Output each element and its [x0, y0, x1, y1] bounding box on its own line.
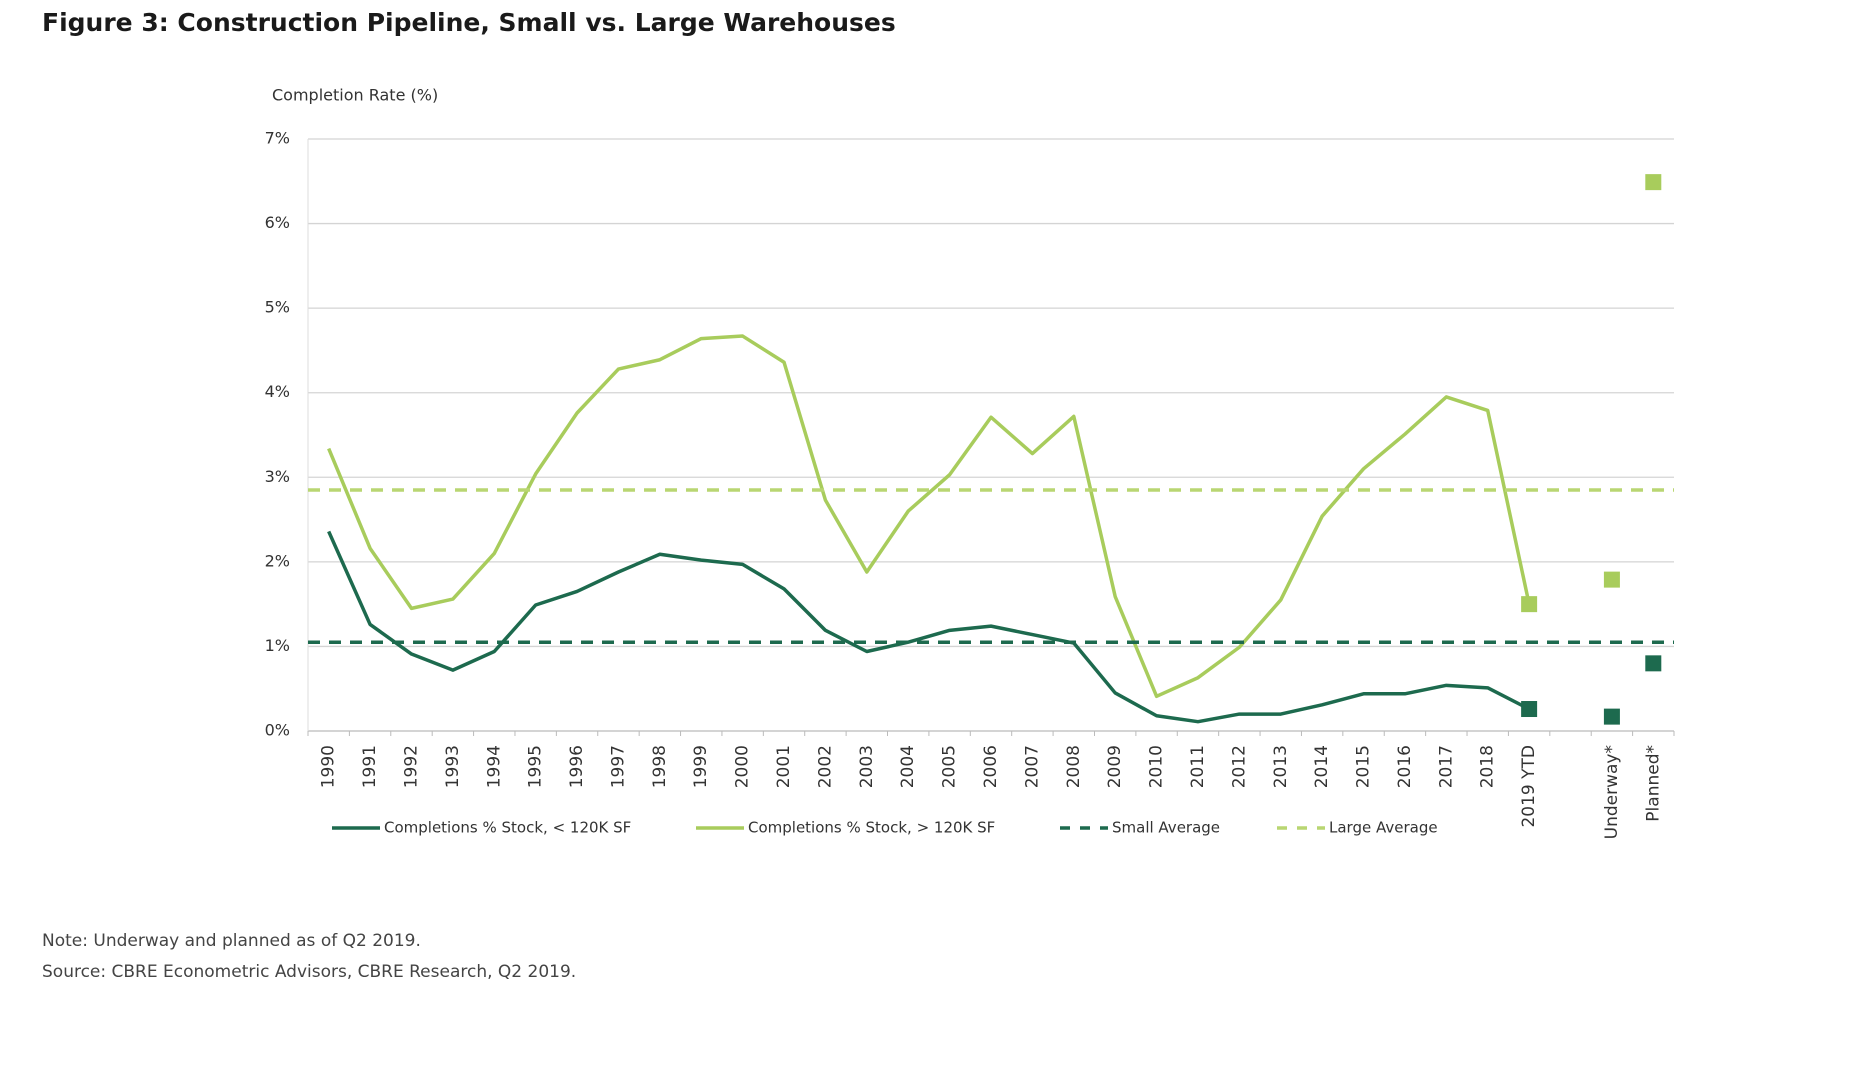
x-tick-label: 2001 — [774, 745, 794, 788]
x-tick-label: Planned* — [1643, 745, 1663, 822]
x-tick-label: 2017 — [1436, 745, 1456, 788]
x-tick-label: 2004 — [898, 745, 918, 788]
x-tick-label: 1990 — [319, 745, 339, 788]
x-tick-label: 1999 — [691, 745, 711, 788]
x-tick-label: 2009 — [1105, 745, 1125, 788]
x-tick-label: 2019 YTD — [1519, 745, 1539, 828]
x-tick-label: 2018 — [1478, 745, 1498, 788]
x-tick-label: 1998 — [650, 745, 670, 788]
square-marker — [1603, 571, 1620, 588]
x-tick-label: 2000 — [733, 745, 753, 788]
y-tick-label: 2% — [265, 551, 290, 570]
x-tick-label: Underway* — [1602, 745, 1622, 839]
x-tick-label: 2013 — [1271, 745, 1291, 788]
series-line — [327, 334, 1531, 699]
note: Source: CBRE Econometric Advisors, CBRE … — [42, 962, 576, 982]
y-tick-label: 1% — [265, 636, 290, 655]
square-marker — [1645, 174, 1662, 191]
series-line — [327, 530, 1530, 724]
x-tick-label: 1993 — [443, 745, 463, 788]
y-axis-label: Completion Rate (%) — [272, 86, 438, 105]
x-tick-label: 2011 — [1188, 745, 1208, 788]
x-tick-label: 1994 — [484, 745, 504, 788]
legend-label: Large Average — [1329, 819, 1438, 837]
square-marker — [1521, 596, 1538, 613]
note: Note: Underway and planned as of Q2 2019… — [42, 931, 421, 951]
square-marker — [1521, 701, 1538, 718]
x-tick-label: 2008 — [1064, 745, 1084, 788]
x-tick-label: 2002 — [815, 745, 835, 788]
x-tick-label: 2005 — [940, 745, 960, 788]
y-tick-label: 5% — [265, 298, 290, 317]
legend-label: Completions % Stock, < 120K SF — [384, 819, 631, 837]
x-tick-label: 2014 — [1312, 745, 1332, 788]
x-tick-label: 1997 — [608, 745, 628, 788]
y-tick-label: 4% — [265, 382, 290, 401]
chart-title: Figure 3: Construction Pipeline, Small v… — [42, 8, 896, 37]
x-tick-label: 2006 — [981, 745, 1001, 788]
x-tick-label: 1996 — [567, 745, 587, 788]
x-tick-label: 2012 — [1229, 745, 1249, 788]
x-tick-label: 2016 — [1395, 745, 1415, 788]
x-tick-label: 2007 — [1022, 745, 1042, 788]
y-tick-label: 3% — [265, 467, 290, 486]
legend-label: Small Average — [1112, 819, 1220, 837]
y-tick-label: 0% — [265, 721, 290, 740]
x-tick-label: 2010 — [1147, 745, 1167, 788]
square-marker — [1603, 708, 1620, 725]
x-tick-label: 1995 — [526, 745, 546, 788]
y-tick-label: 7% — [265, 129, 290, 148]
square-marker — [1645, 655, 1662, 672]
x-tick-label: 2003 — [857, 745, 877, 788]
x-tick-label: 1992 — [401, 745, 421, 788]
x-tick-label: 2015 — [1354, 745, 1374, 788]
legend-label: Completions % Stock, > 120K SF — [748, 819, 995, 837]
y-tick-label: 6% — [265, 213, 290, 232]
x-tick-label: 1991 — [360, 745, 380, 788]
